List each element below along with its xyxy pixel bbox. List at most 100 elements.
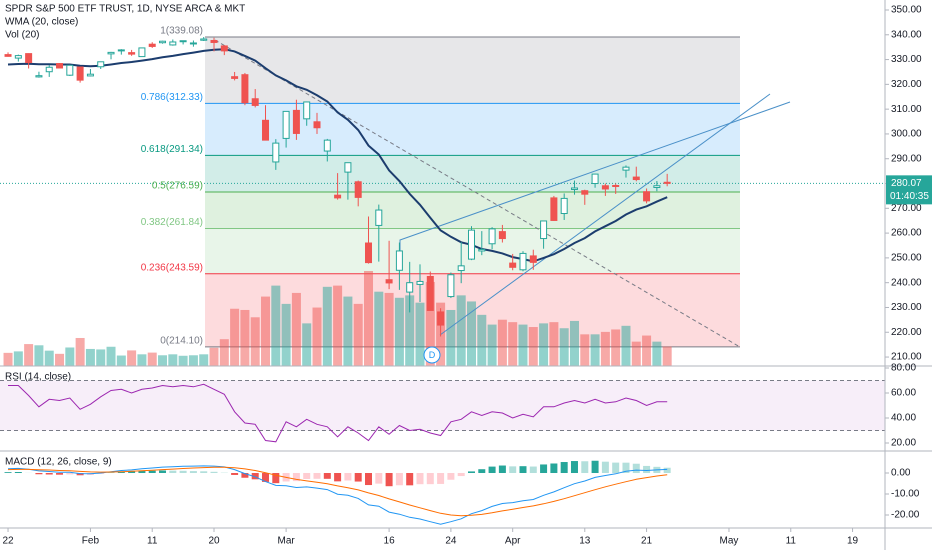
trend-line	[214, 39, 741, 348]
macd-histogram-bar	[354, 473, 362, 482]
y-tick-label: -10.00	[891, 489, 920, 500]
macd-histogram-bar	[457, 473, 465, 477]
candle-body	[138, 47, 146, 58]
candle-body	[653, 185, 661, 188]
volume-bar	[147, 352, 157, 366]
y-tick-label: 320.00	[891, 79, 922, 90]
pane-title: MACD (12, 26, close, 9)	[5, 457, 112, 468]
candle-body	[365, 242, 373, 264]
candle-body	[550, 197, 558, 221]
volume-bar	[199, 354, 209, 366]
candle-body	[303, 101, 311, 120]
volume-bar	[178, 355, 188, 366]
dividend-marker-label: D	[429, 350, 436, 360]
macd-histogram-bar	[303, 473, 311, 479]
volume-bar	[188, 355, 198, 366]
candle-body	[529, 255, 537, 263]
macd-histogram-bar	[478, 469, 486, 474]
macd-histogram-bar	[189, 471, 197, 474]
candle-body	[478, 248, 486, 252]
candle-body	[498, 231, 506, 240]
volume-bar	[55, 353, 65, 366]
volume-bar	[652, 341, 662, 366]
y-tick-label: 220.00	[891, 327, 922, 338]
macd-histogram-bar	[66, 473, 74, 475]
x-tick-label: 16	[384, 536, 396, 547]
x-tick-label: 24	[445, 536, 457, 547]
macd-histogram-bar	[643, 465, 651, 474]
macd-histogram-bar	[601, 461, 609, 474]
candle-body	[519, 252, 527, 271]
macd-histogram-bar	[395, 473, 403, 486]
signal-line	[7, 466, 668, 517]
rsi-band	[0, 380, 885, 431]
volume-bar	[116, 355, 126, 366]
macd-histogram-bar	[138, 470, 146, 474]
candle-body	[612, 185, 620, 188]
volume-bar	[549, 322, 559, 366]
volume-bar	[34, 345, 44, 366]
y-tick-label: 0.00	[891, 468, 911, 479]
macd-histogram-bar	[612, 462, 620, 474]
y-tick-label: 210.00	[891, 352, 922, 363]
candle-body	[262, 119, 270, 141]
macd-histogram-bar	[519, 466, 527, 474]
candle-body	[56, 63, 64, 69]
candle-body	[632, 176, 640, 181]
fib-zone	[205, 37, 740, 104]
volume-bar	[611, 329, 621, 366]
y-tick-label: 80.00	[891, 363, 916, 374]
macd-histogram-bar	[45, 473, 53, 475]
macd-histogram-bar	[385, 473, 393, 487]
fib-zone	[205, 155, 740, 192]
volume-bar	[590, 334, 600, 366]
volume-bar	[65, 347, 75, 366]
volume-bar	[209, 347, 219, 366]
candle-body	[323, 139, 331, 152]
candle-body	[292, 109, 300, 134]
volume-bar	[250, 317, 260, 366]
macd-histogram-bar	[76, 473, 84, 476]
last-price-label: 280.07	[891, 178, 922, 189]
candle-body	[128, 52, 136, 55]
candle-body	[231, 76, 239, 79]
volume-bar	[44, 350, 54, 366]
volume-bar	[425, 281, 435, 366]
macd-histogram-bar	[365, 473, 373, 486]
volume-bar	[580, 334, 590, 366]
volume-bar	[219, 339, 229, 366]
candle-body	[45, 66, 53, 73]
candle-body	[66, 64, 74, 76]
plot-area	[0, 36, 885, 525]
volume-bar	[600, 331, 610, 366]
volume-bar	[13, 351, 23, 366]
candle-body	[375, 209, 383, 226]
candle-body	[663, 181, 671, 184]
volume-bar	[384, 292, 394, 366]
candle-body	[200, 38, 208, 41]
candle-body	[622, 166, 630, 171]
volume-bar	[3, 352, 13, 366]
macd-histogram-bar	[14, 471, 22, 474]
macd-histogram-bar	[313, 473, 321, 479]
volume-bar	[24, 344, 34, 366]
candle-body	[179, 40, 187, 43]
candle-body	[334, 194, 342, 199]
y-tick-label: 250.00	[891, 253, 922, 264]
pane-title: RSI (14, close)	[5, 372, 71, 383]
macd-histogram-bar	[159, 470, 167, 474]
candle-body	[601, 185, 609, 190]
candle-body	[25, 53, 33, 64]
candle-body	[241, 74, 249, 104]
candle-body	[488, 228, 496, 245]
volume-bar	[374, 291, 384, 366]
y-tick-label: 290.00	[891, 153, 922, 164]
macd-histogram-bar	[581, 461, 589, 474]
volume-bar	[75, 337, 85, 366]
volume-bar	[271, 285, 281, 366]
candle-body	[210, 39, 218, 43]
macd-histogram-bar	[406, 473, 414, 486]
candle-body	[509, 262, 517, 268]
candle-body	[148, 43, 156, 47]
